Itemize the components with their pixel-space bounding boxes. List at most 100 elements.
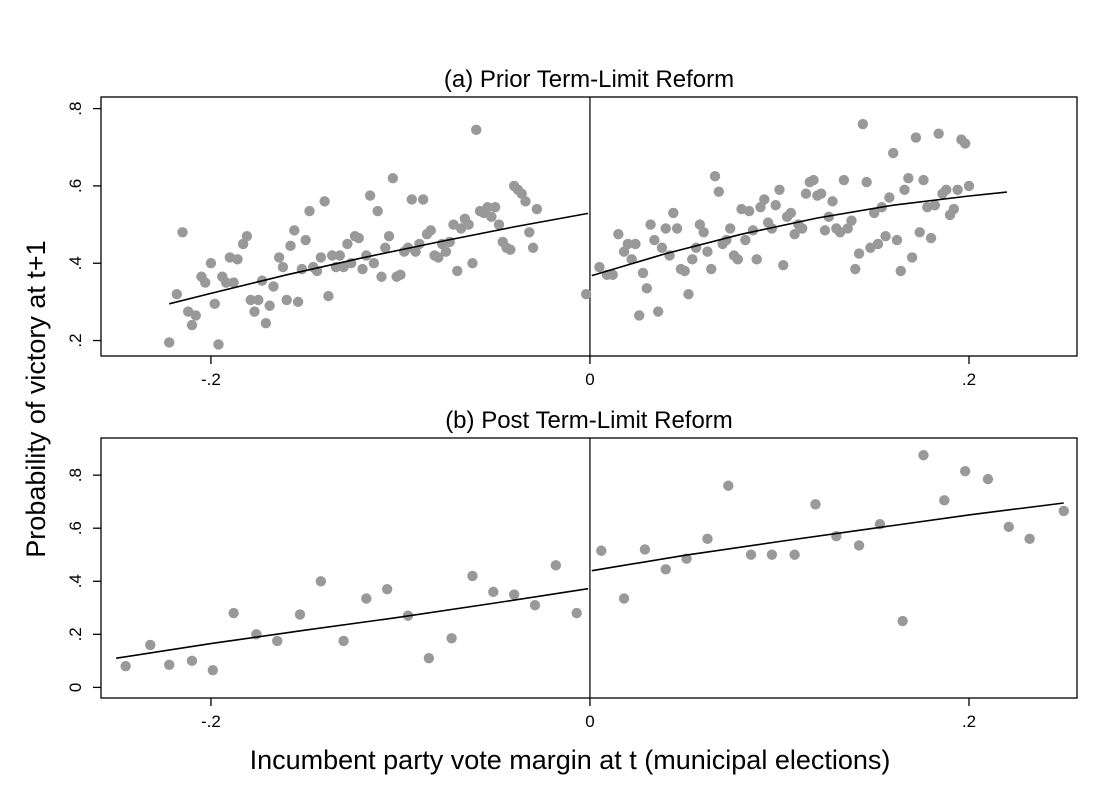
scatter-point (164, 337, 175, 348)
scatter-point (751, 254, 762, 265)
scatter-point (376, 271, 387, 282)
scatter-point (505, 244, 516, 255)
scatter-point (641, 283, 653, 294)
scatter-point (759, 194, 770, 205)
scatter-point (618, 246, 630, 257)
scatter-point (228, 277, 239, 288)
scatter-point (446, 633, 457, 644)
scatter-point (861, 176, 872, 188)
scatter-point (649, 234, 660, 246)
scatter-point (906, 252, 918, 263)
scatter-point (660, 223, 671, 234)
x-axis-title: Incumbent party vote margin at t (munici… (250, 745, 891, 775)
scatter-point (982, 473, 994, 485)
y-tick-label: .8 (66, 468, 85, 482)
scatter-point (634, 310, 645, 321)
scatter-point (774, 184, 785, 195)
x-tick-label: .2 (962, 712, 976, 731)
scatter-point (713, 186, 725, 197)
scatter-point (281, 294, 292, 306)
scatter-point (755, 201, 766, 213)
scatter-point (853, 248, 865, 259)
scatter-point (171, 288, 183, 300)
y-tick-label: .4 (66, 574, 85, 588)
scatter-point (300, 234, 311, 246)
y-tick-label: .2 (66, 333, 85, 347)
scatter-point (213, 339, 224, 350)
scatter-point (440, 246, 452, 257)
scatter-point (489, 201, 501, 213)
y-tick-label: .6 (66, 179, 85, 193)
scatter-point (520, 196, 531, 207)
scatter-point (1058, 505, 1069, 517)
scatter-point (294, 609, 306, 620)
scatter-point (186, 319, 198, 331)
scatter-point (869, 207, 880, 219)
scatter-point (683, 288, 694, 300)
scatter-point (381, 584, 393, 595)
scatter-point (645, 219, 656, 230)
scatter-point (607, 269, 618, 281)
scatter-point (660, 564, 671, 575)
scatter-point (596, 545, 607, 556)
scatter-point (516, 188, 527, 199)
scatter-point (304, 205, 315, 217)
scatter-point (315, 576, 327, 587)
scatter-point (872, 238, 884, 250)
scatter-point (531, 203, 543, 215)
scatter-point (186, 655, 198, 667)
fit-line-left (169, 212, 589, 305)
y-tick-label: .8 (66, 102, 85, 116)
scatter-point (914, 227, 925, 238)
x-tick-label: 0 (585, 712, 594, 731)
scatter-point (452, 265, 463, 277)
scatter-point (895, 265, 906, 277)
scatter-point (264, 300, 275, 311)
scatter-point (941, 184, 952, 195)
scatter-point (819, 225, 831, 236)
scatter-point (626, 254, 637, 265)
scatter-point (637, 267, 649, 279)
scatter-point (745, 549, 757, 560)
scatter-point (948, 203, 960, 215)
scatter-point (177, 227, 188, 238)
scatter-point (323, 290, 334, 302)
x-tick-label: -.2 (201, 370, 221, 389)
y-axis-title: Probability of victory at t+1 (21, 240, 51, 557)
scatter-point (232, 254, 243, 265)
scatter-point (933, 128, 944, 139)
scatter-point (414, 238, 425, 250)
scatter-point (249, 306, 260, 317)
scatter-point (594, 261, 605, 273)
scatter-point (277, 261, 289, 273)
scatter-point (887, 147, 899, 159)
y-tick-label: .4 (66, 256, 85, 270)
scatter-point (357, 263, 368, 275)
x-tick-label: -.2 (201, 712, 221, 731)
scatter-point (687, 254, 698, 265)
scatter-point (220, 277, 232, 288)
y-tick-label: 0 (66, 683, 85, 692)
scatter-point (383, 230, 395, 242)
scatter-point (743, 205, 755, 217)
scatter-point (808, 174, 819, 186)
x-tick-label: .2 (962, 370, 976, 389)
scatter-point (425, 225, 436, 236)
scatter-point (273, 252, 285, 263)
scatter-point (702, 246, 713, 257)
scatter-point (884, 192, 895, 203)
scatter-point (785, 207, 797, 219)
scatter-point (952, 184, 963, 195)
scatter-point (237, 238, 249, 250)
scatter-point (289, 225, 300, 236)
scatter-point (740, 234, 751, 246)
scatter-point (524, 227, 535, 238)
scatter-point (789, 229, 800, 240)
plot-frame (100, 437, 1078, 699)
scatter-point (903, 172, 914, 184)
scatter-point (694, 219, 706, 230)
scatter-point (963, 180, 975, 192)
scatter-point (209, 298, 220, 310)
scatter-point (508, 589, 520, 600)
scatter-point (918, 174, 929, 186)
